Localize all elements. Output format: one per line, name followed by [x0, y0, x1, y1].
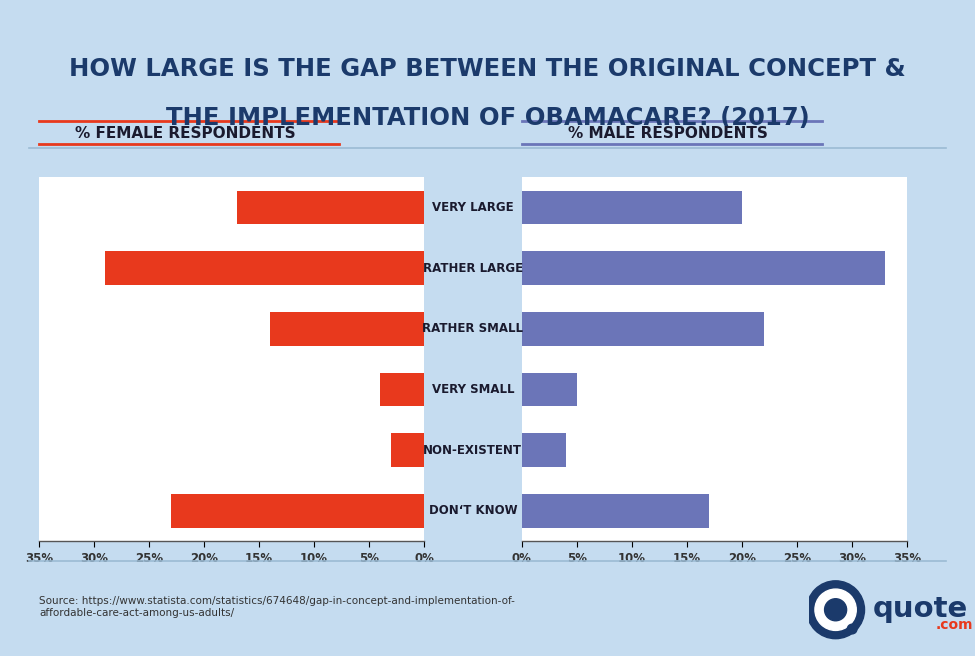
Bar	[237, 191, 424, 224]
Bar	[522, 191, 742, 224]
Bar	[380, 373, 424, 406]
Text: quote: quote	[873, 595, 968, 623]
Text: NON-EXISTENT: NON-EXISTENT	[423, 443, 523, 457]
Bar	[171, 494, 424, 527]
Bar	[391, 434, 424, 467]
Text: DON‘T KNOW: DON‘T KNOW	[429, 504, 517, 518]
Text: .com: .com	[936, 617, 973, 632]
Circle shape	[815, 589, 856, 630]
Text: THE IMPLEMENTATION OF OBAMACARE? (2017): THE IMPLEMENTATION OF OBAMACARE? (2017)	[166, 106, 809, 130]
Bar	[522, 434, 565, 467]
Bar	[105, 251, 424, 285]
Text: RATHER LARGE: RATHER LARGE	[423, 262, 523, 275]
Text: RATHER SMALL: RATHER SMALL	[422, 322, 524, 335]
Text: HOW LARGE IS THE GAP BETWEEN THE ORIGINAL CONCEPT &: HOW LARGE IS THE GAP BETWEEN THE ORIGINA…	[69, 57, 906, 81]
Text: % FEMALE RESPONDENTS: % FEMALE RESPONDENTS	[75, 126, 295, 141]
Bar	[522, 373, 576, 406]
Bar	[522, 312, 763, 346]
Text: Source: https://www.statista.com/statistics/674648/gap-in-concept-and-implementa: Source: https://www.statista.com/statist…	[39, 596, 515, 617]
Bar	[522, 251, 884, 285]
Bar	[270, 312, 424, 346]
Text: % MALE RESPONDENTS: % MALE RESPONDENTS	[568, 126, 768, 141]
Bar	[522, 494, 709, 527]
Circle shape	[806, 581, 865, 639]
Circle shape	[825, 599, 846, 621]
Text: VERY LARGE: VERY LARGE	[432, 201, 514, 214]
Text: VERY SMALL: VERY SMALL	[432, 383, 514, 396]
Circle shape	[847, 625, 857, 634]
